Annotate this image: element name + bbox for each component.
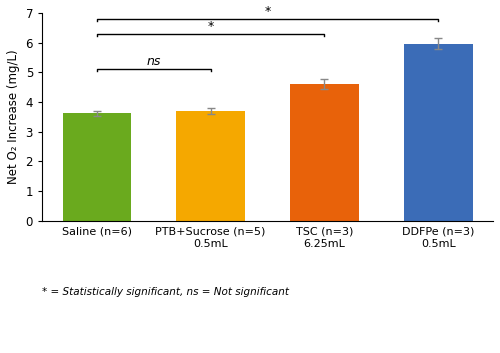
Bar [62, 113, 131, 221]
Y-axis label: Net O₂ Increase (mg/L): Net O₂ Increase (mg/L) [7, 49, 20, 184]
Bar [176, 111, 245, 221]
Text: ns: ns [146, 55, 161, 68]
Bar [290, 84, 358, 221]
Text: *: * [208, 20, 214, 33]
Bar [404, 43, 472, 221]
Text: * = Statistically significant, ns = Not significant: * = Statistically significant, ns = Not … [42, 287, 289, 297]
Text: *: * [264, 5, 270, 18]
